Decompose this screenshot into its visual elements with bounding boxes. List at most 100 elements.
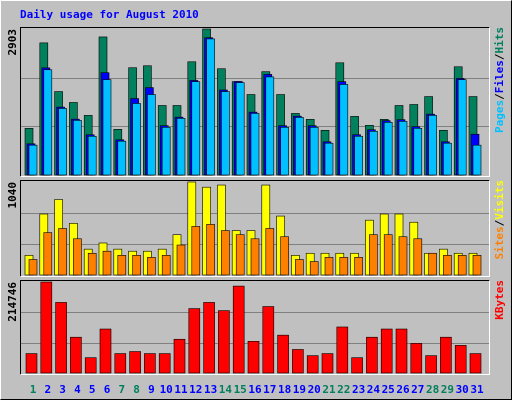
bar (339, 84, 349, 176)
x-tick-label: 20 (308, 383, 321, 396)
x-tick-label: 26 (396, 383, 410, 396)
bar (102, 250, 112, 276)
bar (58, 108, 67, 176)
bar (280, 127, 289, 176)
legend-entry: Visits (493, 180, 506, 220)
bar (443, 142, 452, 176)
bar (383, 234, 393, 276)
bar (218, 310, 230, 374)
x-tick-label: 23 (352, 383, 365, 396)
x-tick-label: 18 (278, 383, 291, 396)
bar (191, 226, 201, 276)
bar (428, 252, 437, 276)
bar (87, 252, 97, 276)
bar (117, 140, 127, 176)
plot-bevel-dark (20, 280, 490, 375)
bar (203, 302, 215, 374)
bar (73, 120, 82, 176)
bar (425, 355, 437, 374)
plot-bevel-light (20, 180, 490, 277)
y-tick-label: 1040 (6, 182, 19, 209)
plot-bevel-light (20, 27, 490, 177)
bar (369, 234, 378, 276)
bar (84, 357, 97, 374)
x-tick-label: 3 (59, 383, 66, 396)
bar (158, 353, 171, 374)
x-tick-label: 13 (204, 383, 217, 396)
bar (336, 326, 349, 374)
bar (129, 351, 141, 374)
bar (176, 244, 186, 276)
x-tick-label: 17 (263, 383, 276, 396)
bar (188, 308, 201, 374)
bar (232, 285, 245, 374)
legend-entry: Pages (493, 100, 506, 133)
bar (295, 259, 304, 276)
bar (43, 69, 53, 176)
plot-bevel-dark (20, 180, 490, 277)
legend-separator: / (493, 219, 506, 226)
bar (472, 255, 482, 276)
bar (324, 257, 334, 276)
y-tick-label: 2903 (6, 29, 19, 56)
legend: Pages/Files/Hits (493, 27, 506, 133)
bar (147, 257, 156, 276)
x-tick-label: 22 (337, 383, 350, 396)
bar (454, 345, 467, 374)
legend-separator: / (493, 93, 506, 100)
bar (250, 238, 260, 276)
x-tick-label: 4 (74, 383, 81, 396)
bar (472, 144, 482, 176)
x-tick-label: 14 (219, 383, 233, 396)
x-tick-label: 31 (470, 383, 484, 396)
bar (114, 353, 127, 374)
bar (351, 357, 363, 374)
bar (147, 94, 156, 176)
bar (366, 336, 378, 374)
bar (176, 118, 186, 176)
legend: Sites/Visits (493, 180, 506, 260)
y-tick-label: 214746 (6, 282, 19, 322)
x-tick-label: 29 (441, 383, 454, 396)
bar (321, 353, 334, 374)
x-tick-label: 1 (30, 383, 37, 396)
x-tick-label: 9 (148, 383, 155, 396)
x-tick-label: 12 (189, 383, 202, 396)
legend-entry: Hits (493, 27, 506, 54)
legend: KBytes (493, 280, 506, 320)
x-tick-label: 30 (456, 383, 469, 396)
bar (191, 81, 201, 176)
bar (354, 135, 363, 176)
bar (25, 353, 38, 374)
x-tick-label: 24 (367, 383, 381, 396)
legend-separator: / (493, 53, 506, 60)
x-tick-label: 10 (160, 383, 173, 396)
bar (457, 255, 467, 276)
bar (306, 355, 319, 374)
bar (247, 341, 260, 374)
bar (99, 328, 112, 374)
bar (28, 144, 38, 176)
bar (206, 38, 215, 176)
bar (265, 76, 275, 176)
chart-title: Daily usage for August 2010 (20, 8, 199, 21)
bar (295, 117, 304, 176)
bar (144, 353, 156, 374)
x-tick-label: 7 (118, 383, 125, 396)
bar (398, 121, 408, 176)
legend-entry: Files (493, 60, 506, 93)
x-tick-label: 21 (322, 383, 336, 396)
bar (457, 79, 467, 176)
x-tick-label: 19 (293, 383, 306, 396)
bar (309, 127, 319, 176)
bar (58, 228, 67, 276)
x-tick-label: 16 (248, 383, 262, 396)
bar (117, 255, 127, 276)
bar (102, 79, 112, 176)
bar (235, 82, 245, 176)
bar (354, 257, 363, 276)
bar (398, 236, 408, 276)
bar (413, 128, 423, 176)
plot-bevel-light (20, 280, 490, 375)
